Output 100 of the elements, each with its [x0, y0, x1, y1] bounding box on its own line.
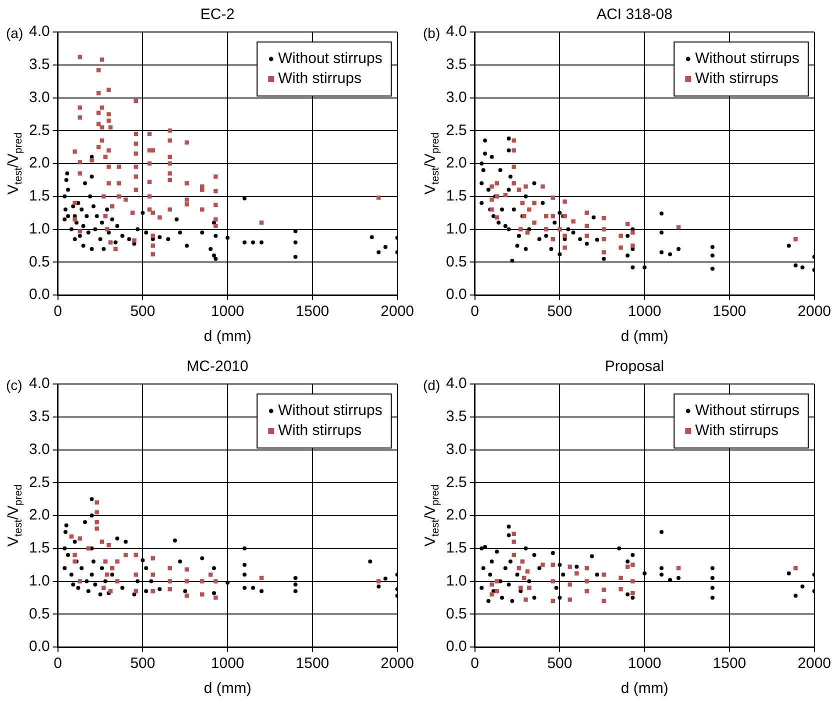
point	[794, 236, 798, 242]
point	[630, 579, 635, 584]
point	[94, 510, 100, 514]
point	[494, 579, 500, 584]
point	[618, 246, 623, 250]
point	[527, 579, 532, 584]
point	[168, 587, 172, 592]
point	[494, 181, 500, 186]
x-axis-title: d (mm)	[204, 328, 252, 346]
point	[544, 227, 548, 232]
point	[124, 540, 128, 544]
point	[140, 558, 145, 562]
point	[558, 562, 562, 567]
y-tick-label: 4.0	[446, 375, 467, 392]
x-tick-label: 1000	[628, 655, 662, 672]
point	[144, 566, 148, 570]
y-tick-label: 0.5	[446, 253, 467, 270]
point	[214, 596, 218, 600]
point	[544, 214, 548, 218]
point	[150, 556, 156, 560]
y-tick-label: 3.5	[446, 56, 467, 74]
point	[660, 566, 664, 570]
legend-label: With stirrups	[695, 422, 778, 440]
point	[490, 184, 494, 189]
point	[184, 567, 189, 572]
point	[242, 586, 247, 590]
point	[66, 552, 70, 557]
point	[710, 596, 714, 600]
point	[626, 560, 630, 564]
point	[86, 589, 90, 594]
point	[574, 564, 579, 569]
point	[100, 566, 104, 570]
point	[226, 580, 230, 585]
point	[506, 533, 511, 538]
point	[78, 579, 82, 584]
y-tick-label: 3.0	[446, 88, 467, 106]
point	[103, 579, 108, 584]
y-tick-label: 0.5	[446, 605, 467, 622]
point	[293, 582, 298, 587]
text: (b)	[423, 24, 440, 41]
x-tick-label: 2000	[798, 303, 832, 320]
point	[184, 579, 189, 584]
point	[69, 572, 74, 577]
y-tick-label: 1.0	[446, 572, 467, 590]
point	[630, 590, 635, 596]
point	[676, 576, 681, 580]
point	[172, 538, 177, 542]
point	[110, 572, 114, 577]
x-axis-title: d (mm)	[204, 680, 252, 698]
point	[503, 566, 508, 570]
point	[550, 196, 556, 200]
point	[481, 566, 486, 570]
point	[76, 586, 80, 590]
y-tick-label: 2.0	[446, 506, 467, 524]
y-tick-label: 2.5	[446, 474, 467, 491]
point	[626, 592, 630, 596]
point	[508, 560, 512, 564]
x-tick-label: 500	[130, 655, 156, 672]
x-tick-label: 2000	[380, 655, 414, 672]
point	[562, 234, 567, 238]
point	[94, 500, 100, 504]
point	[595, 572, 600, 577]
point	[293, 576, 298, 580]
point	[72, 540, 77, 544]
y-tick-label: 2.0	[28, 154, 50, 172]
point	[584, 579, 589, 584]
y-axis-title: Vtest/Vpred	[5, 484, 24, 547]
x-tick-label: 1500	[296, 655, 330, 672]
text: (d)	[423, 376, 440, 393]
point	[500, 596, 504, 600]
point	[558, 227, 562, 232]
point	[630, 562, 635, 567]
point	[110, 566, 114, 570]
point	[149, 579, 154, 584]
point	[178, 560, 182, 564]
point	[208, 572, 213, 577]
chart-title: EC-2	[200, 6, 235, 24]
point	[84, 579, 89, 584]
point	[568, 598, 572, 602]
point	[676, 225, 681, 230]
y-tick-label: 1.0	[446, 220, 467, 238]
y-tick-label: 1.5	[28, 540, 50, 557]
point	[602, 227, 606, 232]
chart-title: MC-2010	[186, 358, 248, 376]
point	[618, 576, 623, 580]
point	[602, 250, 606, 254]
point	[242, 562, 247, 567]
point	[136, 579, 140, 584]
point	[524, 184, 528, 189]
y-tick-label: 0.0	[28, 638, 50, 656]
y-tick-label: 4.0	[28, 375, 50, 392]
point	[293, 589, 298, 594]
point	[512, 164, 516, 169]
point	[516, 188, 522, 192]
point	[642, 571, 647, 576]
point	[710, 566, 714, 570]
point	[368, 560, 372, 564]
point	[490, 582, 494, 587]
y-tick-label: 0.0	[28, 286, 50, 304]
y-tick-label: 1.5	[446, 540, 467, 557]
